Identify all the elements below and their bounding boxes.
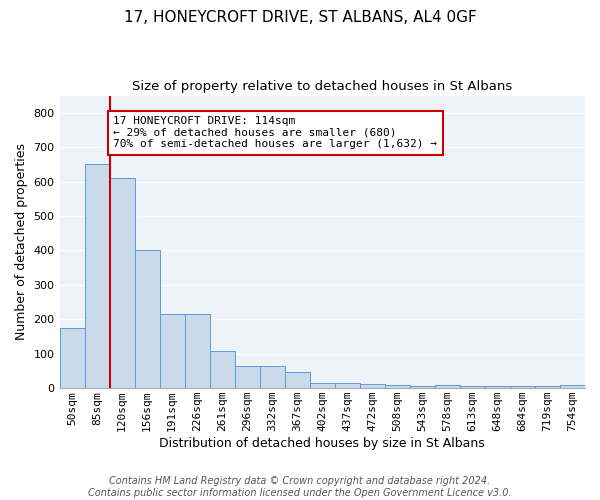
Text: Contains HM Land Registry data © Crown copyright and database right 2024.
Contai: Contains HM Land Registry data © Crown c… [88, 476, 512, 498]
Bar [510, 386, 535, 388]
Bar [209, 351, 235, 388]
Bar [410, 386, 435, 388]
Bar [235, 366, 260, 388]
Text: 17, HONEYCROFT DRIVE, ST ALBANS, AL4 0GF: 17, HONEYCROFT DRIVE, ST ALBANS, AL4 0GF [124, 10, 476, 25]
Bar [535, 386, 560, 388]
Title: Size of property relative to detached houses in St Albans: Size of property relative to detached ho… [132, 80, 512, 93]
Bar [160, 314, 185, 388]
Bar [310, 383, 335, 388]
Bar [385, 386, 410, 388]
Bar [134, 250, 160, 388]
Text: 17 HONEYCROFT DRIVE: 114sqm
← 29% of detached houses are smaller (680)
70% of se: 17 HONEYCROFT DRIVE: 114sqm ← 29% of det… [113, 116, 437, 150]
Bar [360, 384, 385, 388]
Bar [110, 178, 134, 388]
Bar [560, 386, 585, 388]
Bar [185, 314, 209, 388]
Bar [260, 366, 285, 388]
Bar [460, 386, 485, 388]
Bar [59, 328, 85, 388]
Y-axis label: Number of detached properties: Number of detached properties [15, 144, 28, 340]
Bar [335, 383, 360, 388]
Bar [85, 164, 110, 388]
X-axis label: Distribution of detached houses by size in St Albans: Distribution of detached houses by size … [160, 437, 485, 450]
Bar [435, 386, 460, 388]
Bar [485, 386, 510, 388]
Bar [285, 372, 310, 388]
